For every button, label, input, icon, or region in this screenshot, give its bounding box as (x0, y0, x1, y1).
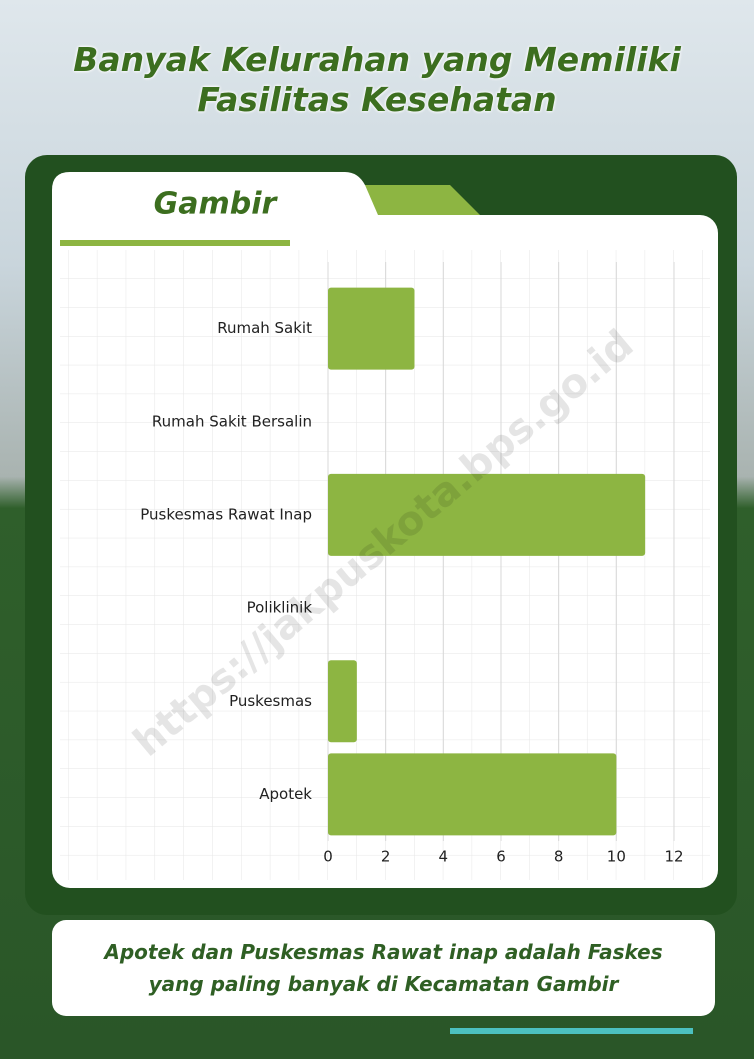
x-tick-label: 8 (554, 848, 564, 866)
x-tick-label: 6 (496, 848, 506, 866)
tab-underline (60, 240, 290, 246)
y-tick-label: Puskesmas (229, 692, 312, 710)
y-tick-label: Apotek (259, 785, 312, 803)
chart-title: Banyak Kelurahan yang Memiliki Fasilitas… (17, 40, 737, 120)
chart-subtitle: Gambir (154, 187, 279, 222)
x-tick-label: 4 (439, 848, 449, 866)
x-tick-label: 10 (607, 848, 626, 866)
y-tick-label: Rumah Sakit (217, 319, 312, 337)
deco-bar (450, 1028, 693, 1034)
page: Gambir 0 2 4 6 8 10 12 Rumah Sakit Rumah Sakit B… (0, 0, 754, 1059)
bar (328, 288, 415, 370)
bar (328, 753, 616, 835)
y-tick-label: Rumah Sakit Bersalin (152, 412, 312, 430)
annotation: Apotek dan Puskesmas Rawat inap adalah F… (84, 936, 684, 1000)
x-tick-label: 0 (323, 848, 333, 866)
bar (328, 660, 357, 742)
annotation-box: Apotek dan Puskesmas Rawat inap adalah F… (52, 920, 715, 1016)
y-tick-label: Puskesmas Rawat Inap (140, 505, 312, 523)
x-tick-label: 2 (381, 848, 391, 866)
chart: Gambir 0 2 4 6 8 10 12 Rumah Sakit Rumah Sakit B… (0, 0, 754, 1059)
x-tick-label: 12 (664, 848, 683, 866)
